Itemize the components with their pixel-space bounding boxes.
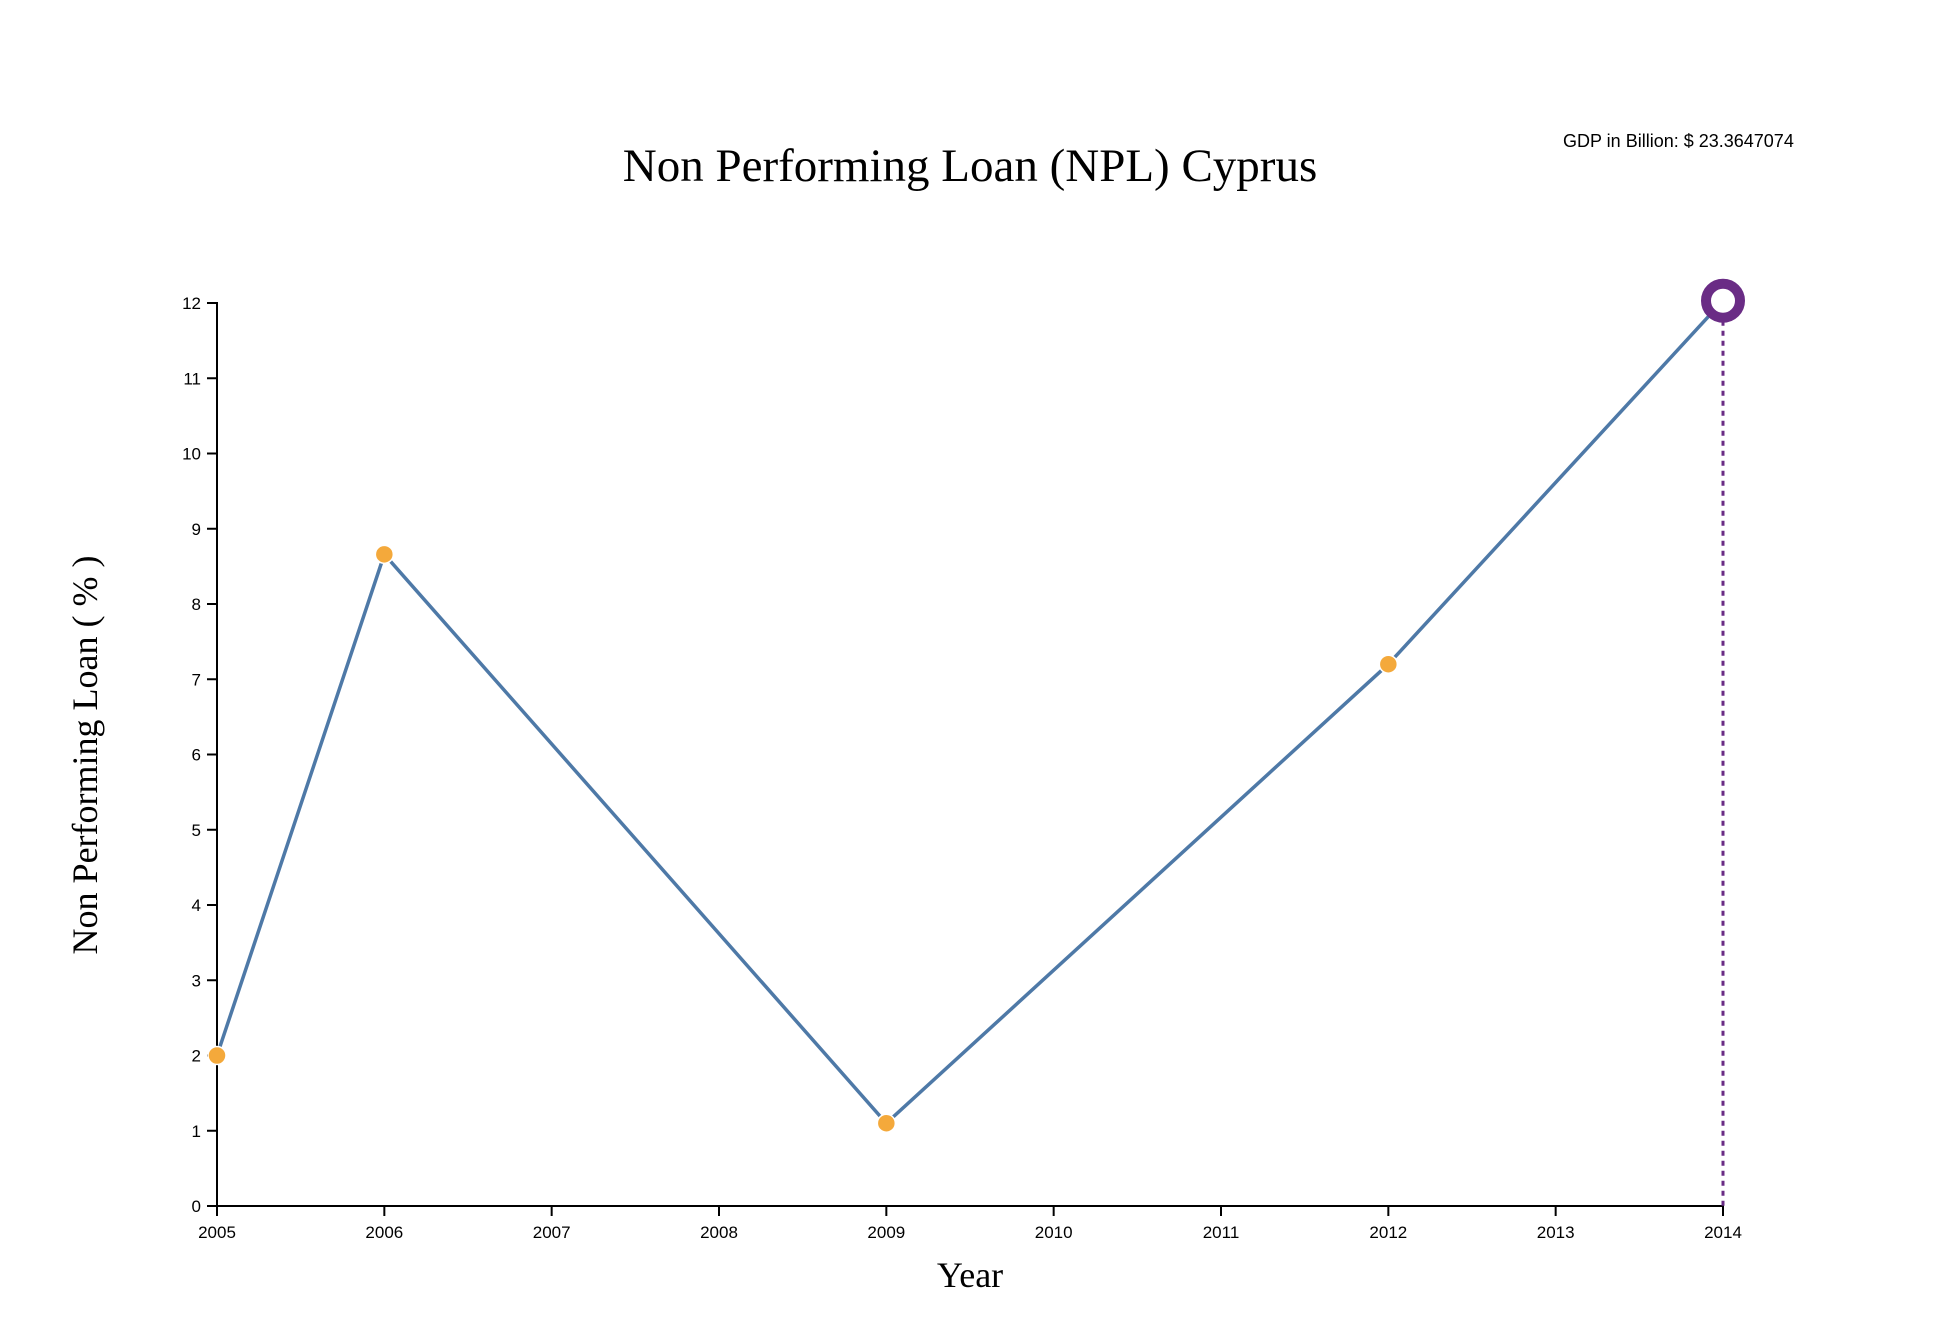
y-tick-label: 0	[192, 1197, 201, 1216]
data-point[interactable]	[374, 544, 395, 565]
x-axis-title: Year	[937, 1255, 1003, 1295]
y-tick-label: 1	[192, 1122, 201, 1141]
data-point[interactable]	[876, 1113, 897, 1133]
plot-area	[207, 278, 1745, 1206]
highlighted-data-point[interactable]	[1701, 278, 1745, 323]
y-tick-label: 3	[192, 971, 201, 990]
y-tick-label: 11	[183, 369, 201, 388]
data-point[interactable]	[207, 1045, 227, 1066]
x-tick-label: 2011	[1203, 1223, 1240, 1242]
gdp-tooltip: GDP in Billion: $ 23.3647074	[1563, 131, 1794, 151]
y-tick-label: 12	[182, 294, 201, 313]
x-tick-label: 2012	[1369, 1223, 1407, 1242]
y-tick-label: 8	[192, 595, 201, 614]
x-tick-label: 2005	[198, 1223, 236, 1242]
y-tick-label: 7	[192, 670, 201, 689]
x-tick-label: 2006	[365, 1223, 403, 1242]
x-axis: 2005 2006 2007 2008 2009 2010 2011 2012 2013 2014	[198, 1205, 1742, 1242]
x-tick-label: 2014	[1704, 1223, 1742, 1242]
y-axis-title: Non Performing Loan ( % )	[65, 556, 105, 955]
x-tick-label: 2013	[1537, 1223, 1575, 1242]
y-tick-label: 2	[192, 1047, 201, 1066]
y-tick-label: 6	[192, 746, 201, 765]
x-tick-label: 2009	[867, 1223, 905, 1242]
y-tick-label: 5	[192, 821, 201, 840]
y-tick-label: 4	[192, 896, 201, 915]
npl-series-line	[215, 299, 1725, 1126]
y-tick-label: 9	[192, 520, 201, 539]
data-point[interactable]	[1378, 654, 1399, 674]
x-tick-label: 2007	[533, 1223, 571, 1242]
x-tick-label: 2008	[700, 1223, 738, 1242]
chart-title: Non Performing Loan (NPL) Cyprus	[623, 140, 1317, 192]
y-tick-label: 10	[182, 445, 201, 464]
x-tick-label: 2010	[1035, 1223, 1073, 1242]
x-axis-line	[216, 1205, 1724, 1216]
